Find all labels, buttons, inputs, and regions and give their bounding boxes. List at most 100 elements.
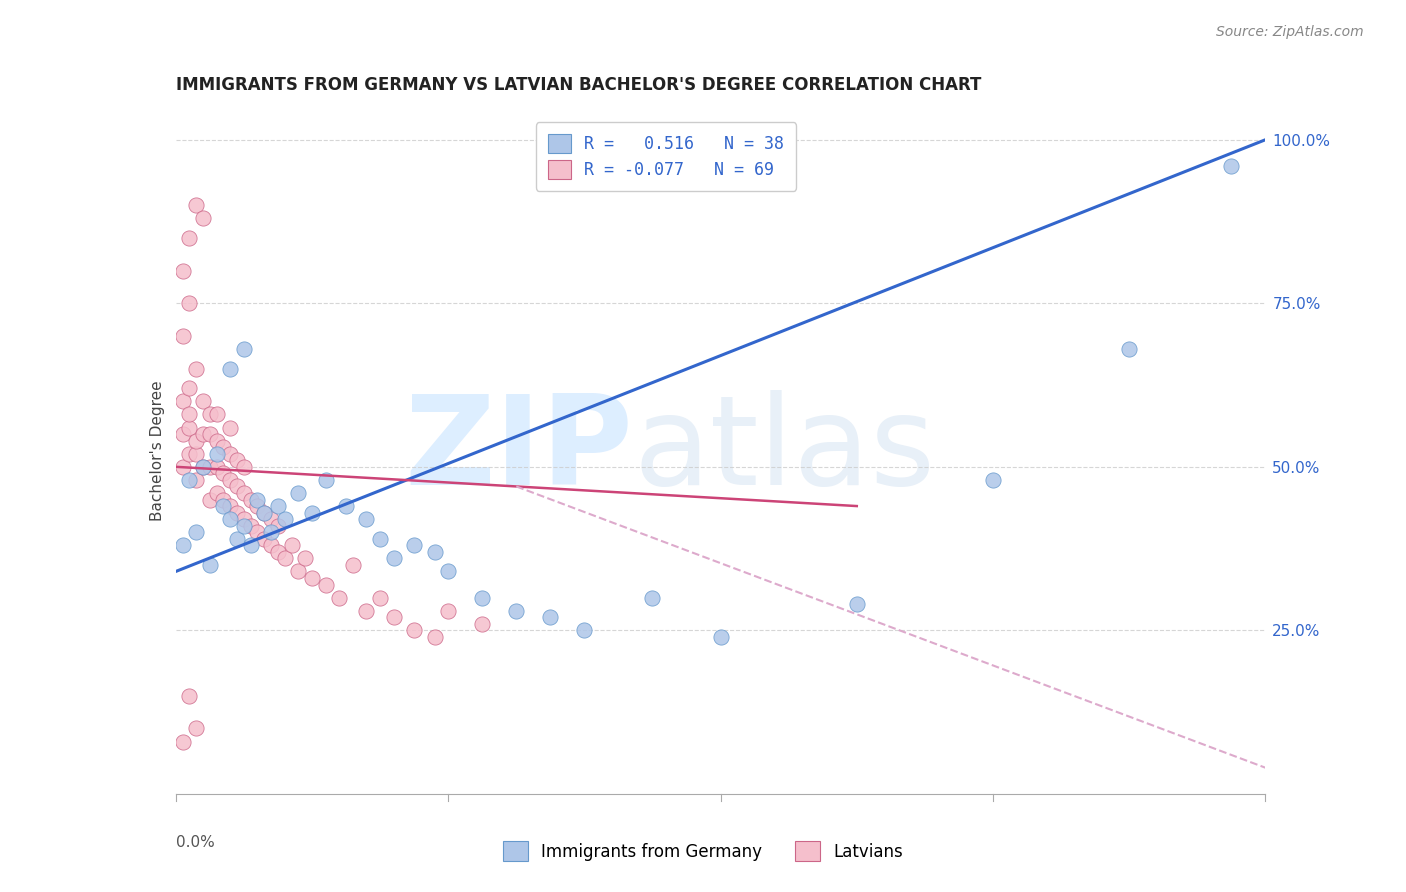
Point (280, 538, 302, 552)
Point (437, 604, 460, 618)
Point (179, 296, 201, 310)
Point (219, 447, 242, 461)
Point (232, 459, 254, 474)
Point (172, 394, 194, 409)
Point (239, 492, 262, 507)
Point (382, 551, 405, 566)
Point (179, 381, 201, 395)
Point (198, 459, 221, 474)
Point (423, 630, 446, 644)
Text: atlas: atlas (633, 390, 935, 511)
Point (219, 499, 242, 513)
Point (219, 512, 242, 526)
Point (710, 630, 733, 644)
Point (191, 459, 214, 474)
Point (232, 518, 254, 533)
Point (538, 610, 561, 624)
Point (1220, 159, 1243, 173)
Point (239, 538, 262, 552)
Point (356, 604, 378, 618)
Point (219, 420, 242, 434)
Point (404, 538, 426, 552)
Point (471, 616, 494, 631)
Point (505, 604, 527, 618)
Point (198, 408, 221, 422)
Point (212, 440, 235, 454)
Point (226, 532, 249, 546)
Point (301, 571, 323, 585)
Point (172, 427, 194, 442)
Point (260, 512, 283, 526)
Point (212, 499, 235, 513)
Point (186, 447, 208, 461)
Point (335, 499, 357, 513)
Point (253, 506, 276, 520)
Point (1118, 342, 1140, 356)
Point (274, 512, 297, 526)
Point (845, 597, 868, 611)
Point (172, 734, 194, 748)
Point (212, 467, 235, 481)
Point (179, 447, 201, 461)
Point (315, 577, 337, 591)
Point (342, 558, 364, 572)
Point (179, 420, 201, 434)
Point (219, 473, 242, 487)
Point (205, 486, 228, 500)
Point (260, 538, 283, 552)
Point (172, 459, 194, 474)
Text: ZIP: ZIP (405, 390, 633, 511)
Point (294, 551, 316, 566)
Point (404, 624, 426, 638)
Point (205, 459, 228, 474)
Point (172, 329, 194, 343)
Point (212, 492, 235, 507)
Legend: R =   0.516   N = 38, R = -0.077   N = 69: R = 0.516 N = 38, R = -0.077 N = 69 (536, 122, 796, 191)
Point (186, 361, 208, 376)
Text: IMMIGRANTS FROM GERMANY VS LATVIAN BACHELOR'S DEGREE CORRELATION CHART: IMMIGRANTS FROM GERMANY VS LATVIAN BACHE… (176, 77, 981, 95)
Point (191, 394, 214, 409)
Point (328, 591, 350, 605)
Point (179, 408, 201, 422)
Point (232, 342, 254, 356)
Point (205, 434, 228, 448)
Point (226, 506, 249, 520)
Point (179, 473, 201, 487)
Point (246, 499, 269, 513)
Point (186, 434, 208, 448)
Point (191, 459, 214, 474)
Point (641, 591, 664, 605)
Point (226, 479, 249, 493)
Point (260, 525, 283, 540)
Point (287, 565, 309, 579)
Point (219, 361, 242, 376)
Point (356, 512, 378, 526)
Text: Source: ZipAtlas.com: Source: ZipAtlas.com (1216, 25, 1364, 39)
Point (191, 211, 214, 226)
Point (232, 486, 254, 500)
Point (423, 545, 446, 559)
Point (226, 453, 249, 467)
Point (186, 722, 208, 736)
Point (186, 473, 208, 487)
Point (186, 198, 208, 212)
Point (267, 518, 290, 533)
Point (198, 492, 221, 507)
Point (239, 518, 262, 533)
Point (179, 231, 201, 245)
Point (267, 545, 290, 559)
Point (232, 512, 254, 526)
Point (287, 486, 309, 500)
Point (198, 558, 221, 572)
Point (186, 525, 208, 540)
Point (246, 492, 269, 507)
Point (191, 427, 214, 442)
Point (471, 591, 494, 605)
Point (274, 551, 297, 566)
Point (172, 538, 194, 552)
Point (253, 506, 276, 520)
Point (267, 499, 290, 513)
Point (437, 565, 460, 579)
Y-axis label: Bachelor's Degree: Bachelor's Degree (149, 380, 165, 521)
Text: 0.0%: 0.0% (176, 835, 215, 850)
